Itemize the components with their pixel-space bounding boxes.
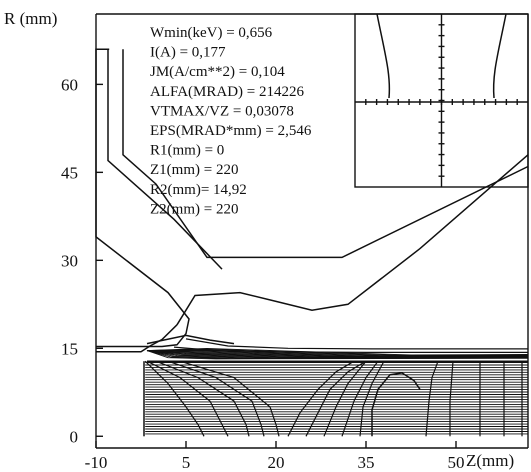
parameter-line-1: I(A) = 0,177 xyxy=(150,45,226,61)
electrode-geometry xyxy=(95,48,529,437)
parameter-line-5: EPS(MRAD*mm) = 2,546 xyxy=(150,123,312,139)
x-tick-label-1: 5 xyxy=(182,453,191,472)
parameter-line-2: JM(A/cm**2) = 0,104 xyxy=(150,64,285,80)
y-tick-label-1: 15 xyxy=(61,339,78,358)
inset-phase-curve-left xyxy=(376,13,391,99)
parameter-line-9: Z2(mm) = 220 xyxy=(150,201,238,217)
parameter-line-8: R2(mm)= 14,92 xyxy=(150,182,247,198)
x-tick-label-2: 20 xyxy=(268,453,285,472)
y-tick-label-2: 30 xyxy=(61,251,78,270)
upper-equipotential-1 xyxy=(185,338,528,350)
parameter-line-4: VTMAX/VZ = 0,03078 xyxy=(150,103,294,119)
electrode-focus-outer xyxy=(107,49,223,270)
x-tick-label-0: -10 xyxy=(85,453,108,472)
electrode-collector-lip xyxy=(146,334,235,345)
parameter-line-0: Wmin(keV) = 0,656 xyxy=(150,25,273,41)
parameter-line-6: R1(mm) = 0 xyxy=(150,143,224,159)
x-axis-label: Z(mm) xyxy=(466,451,514,470)
inset-phase-curve-right xyxy=(492,13,507,99)
y-axis-label: R (mm) xyxy=(4,9,57,28)
y-tick-label-4: 60 xyxy=(61,75,78,94)
x-tick-label-4: 50 xyxy=(448,453,465,472)
y-tick-label-3: 45 xyxy=(61,163,78,182)
parameter-line-7: Z1(mm) = 220 xyxy=(150,162,238,178)
y-tick-label-0: 0 xyxy=(70,427,79,446)
electrode-focus-inner xyxy=(122,49,529,259)
electrode-anode xyxy=(176,154,529,326)
parameter-line-3: ALFA(MRAD) = 214226 xyxy=(150,84,305,100)
phase-space-inset xyxy=(354,13,529,188)
electrode-cathode-upper xyxy=(95,48,190,348)
x-tick-label-3: 35 xyxy=(358,453,375,472)
electron-beam-trajectories xyxy=(145,348,529,435)
beam-fan-trajectory xyxy=(146,348,529,356)
tick-labels: -10 5 20 35 50 0 15 30 45 60 xyxy=(61,75,465,472)
electrode-cathode-lower xyxy=(96,324,178,353)
simulation-parameters: Wmin(keV) = 0,656 I(A) = 0,177 JM(A/cm**2)… xyxy=(150,25,312,217)
